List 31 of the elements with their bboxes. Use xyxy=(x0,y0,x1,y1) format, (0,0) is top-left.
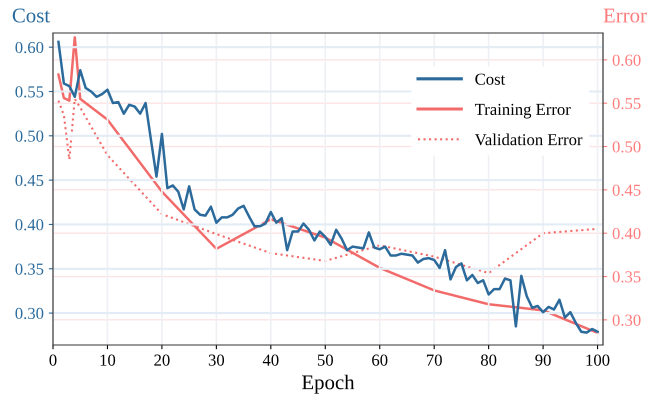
x-tick-label: 40 xyxy=(262,354,279,366)
x-tick-label: 100 xyxy=(586,354,610,366)
x-axis-title: Epoch xyxy=(302,374,354,394)
y-tick-label: 0.30 xyxy=(15,308,44,320)
y2-tick-label: 0.60 xyxy=(612,54,641,66)
legend-label: Validation Error xyxy=(474,134,582,146)
y2-tick-label: 0.35 xyxy=(612,271,641,283)
y2-tick-label: 0.45 xyxy=(612,184,641,196)
y-tick-label: 0.50 xyxy=(15,130,44,142)
x-tick-label: 0 xyxy=(49,354,57,366)
x-tick-label: 80 xyxy=(480,354,496,366)
y-tick-label: 0.60 xyxy=(15,42,44,54)
y2-tick-label: 0.55 xyxy=(612,98,641,110)
y2-axis-title: Error xyxy=(604,8,647,23)
x-tick-label: 70 xyxy=(426,354,442,366)
y2-tick-label: 0.30 xyxy=(612,314,641,326)
y-tick-label: 0.45 xyxy=(15,174,44,186)
legend-label: Cost xyxy=(475,74,506,85)
x-tick-label: 90 xyxy=(535,354,551,366)
y-tick-label: 0.35 xyxy=(15,263,44,275)
y-axis-title: Cost xyxy=(12,8,50,23)
x-tick-label: 60 xyxy=(372,354,388,366)
y-tick-label: 0.40 xyxy=(15,219,44,230)
legend-label: Training Error xyxy=(474,104,571,118)
x-tick-label: 20 xyxy=(154,354,170,366)
x-tick-label: 50 xyxy=(318,354,333,366)
y-tick-label: 0.55 xyxy=(15,86,44,98)
x-tick-label: 10 xyxy=(100,354,116,366)
y2-tick-label: 0.40 xyxy=(612,228,641,240)
x-tick-label: 30 xyxy=(208,354,224,366)
y2-tick-label: 0.50 xyxy=(612,141,641,153)
